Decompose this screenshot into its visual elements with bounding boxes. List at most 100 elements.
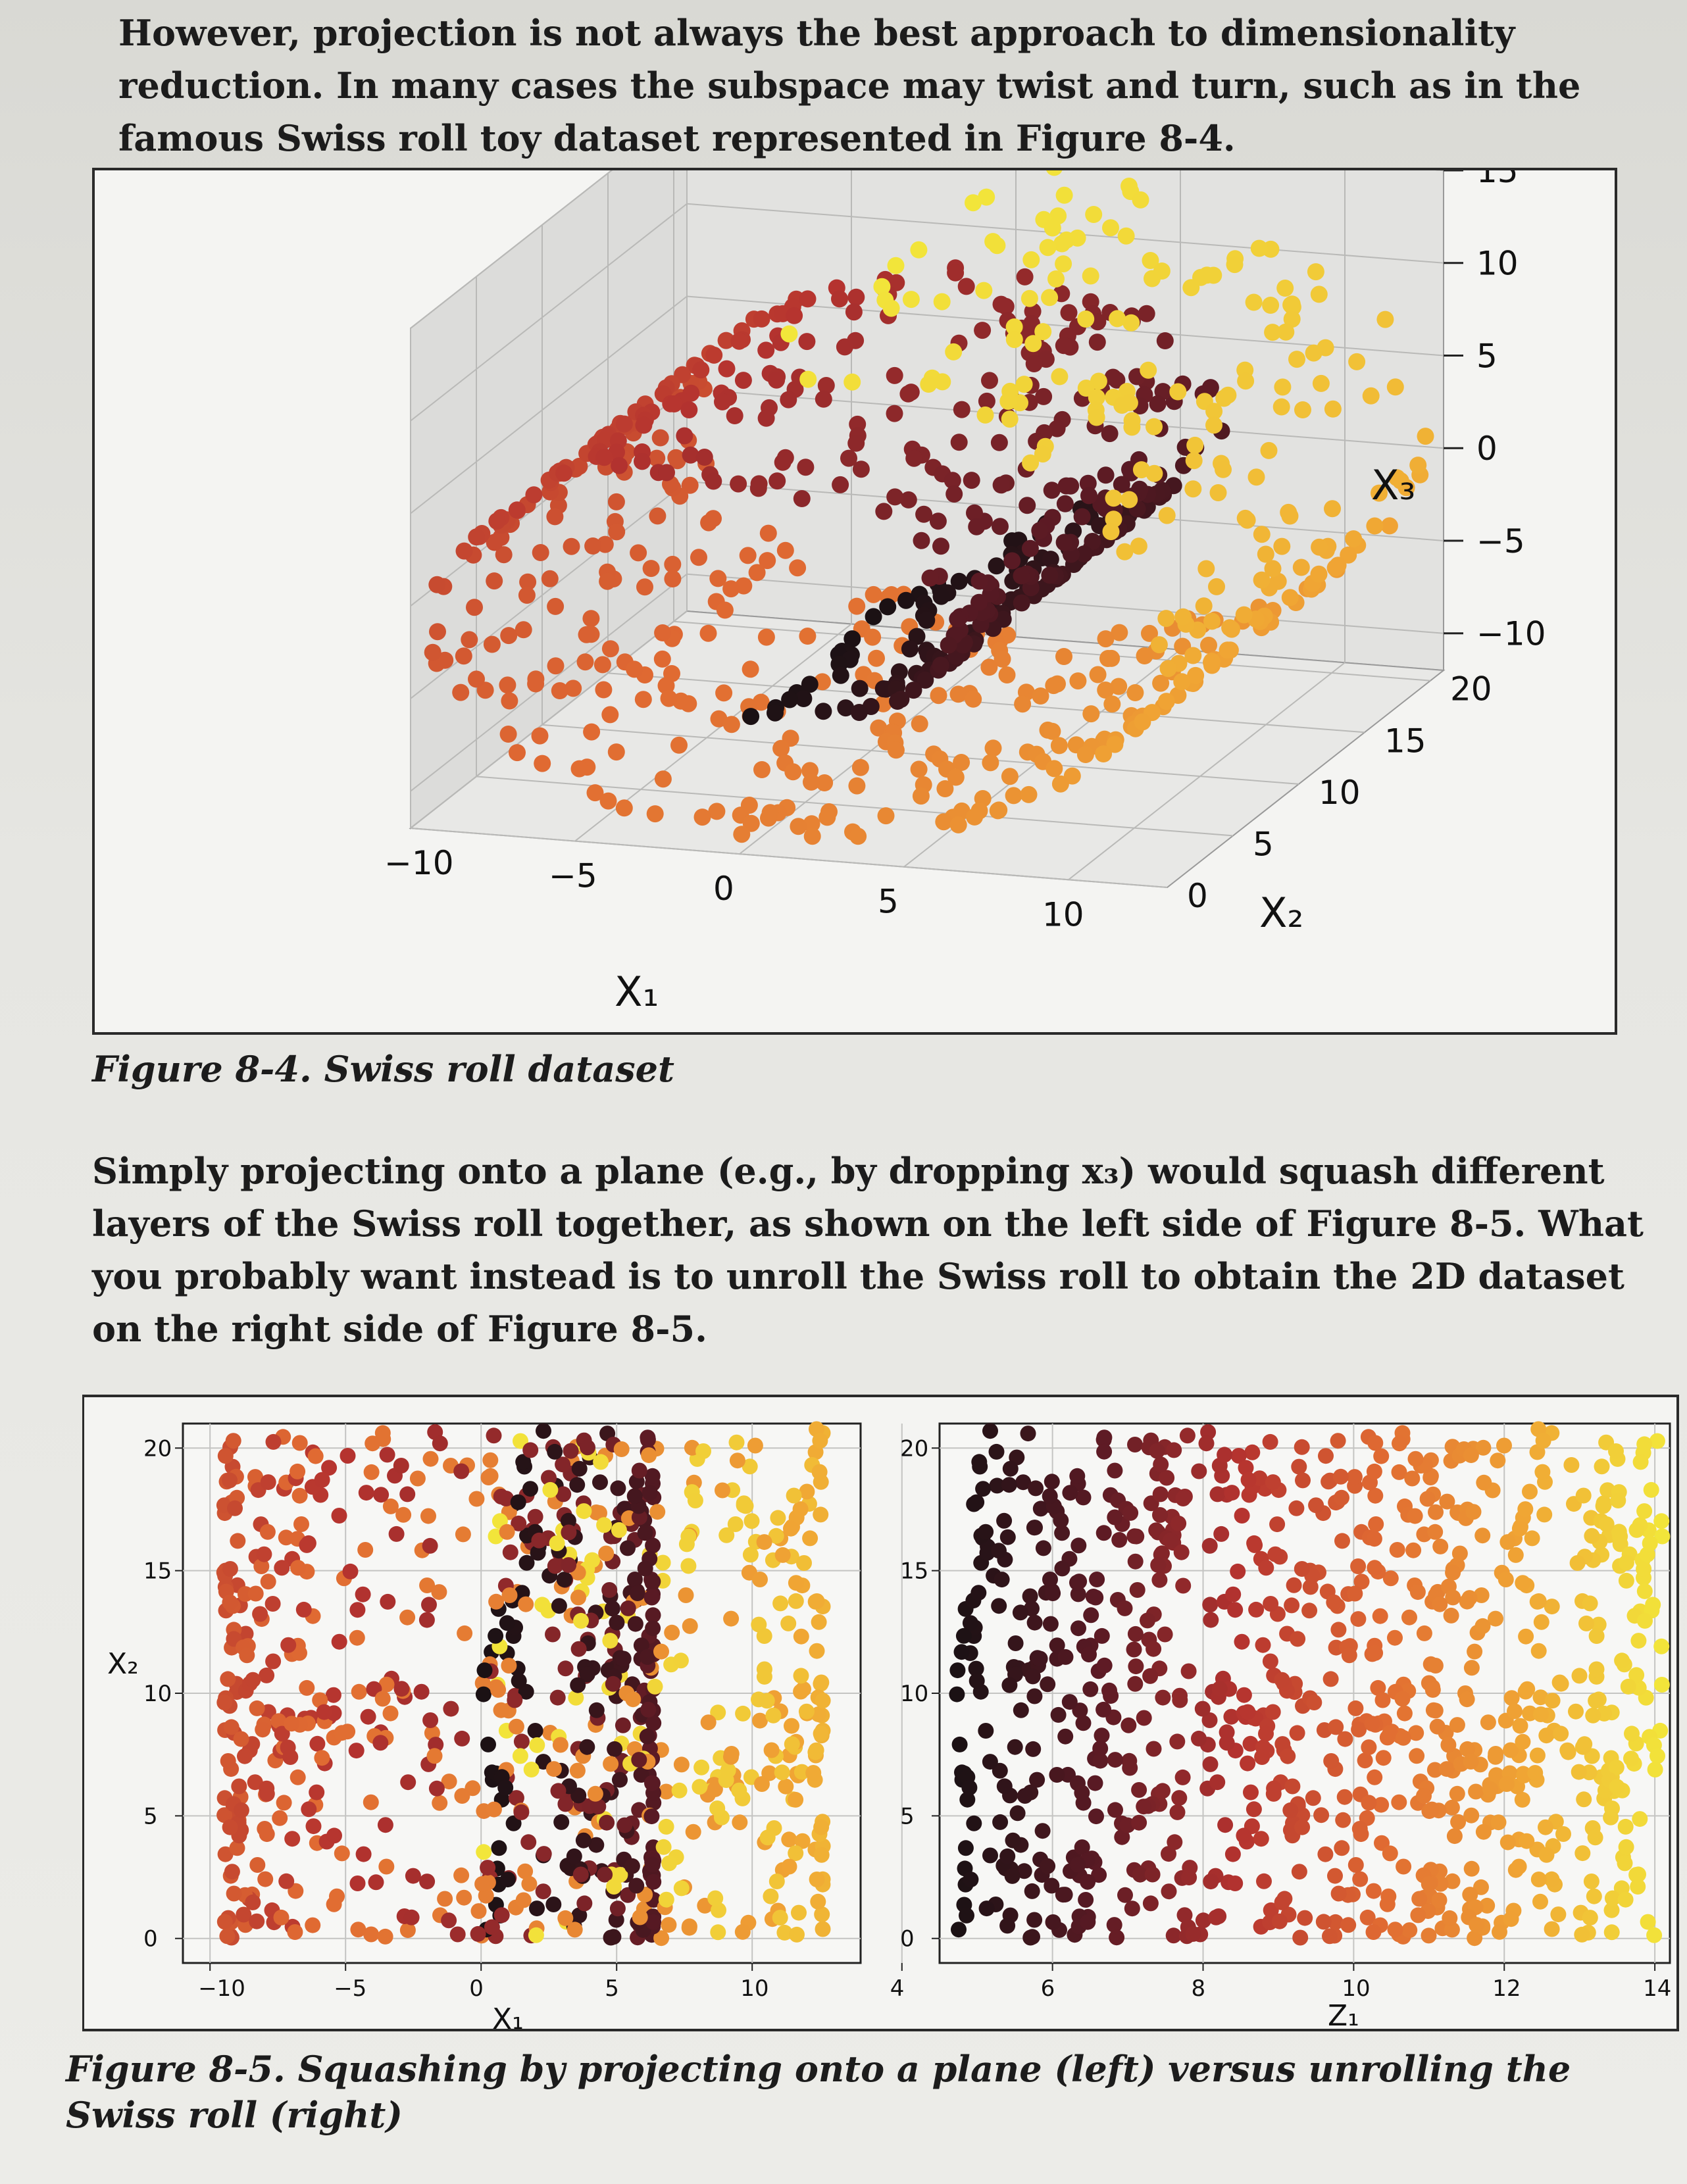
data-point — [756, 1661, 772, 1677]
data-point-3d — [934, 373, 951, 391]
data-point — [1286, 1577, 1302, 1593]
data-point — [1101, 1682, 1117, 1699]
data-point — [1142, 1895, 1159, 1912]
data-point-3d — [994, 650, 1011, 668]
data-point — [284, 1716, 300, 1732]
data-point — [627, 1616, 643, 1632]
data-point — [291, 1645, 307, 1661]
data-point-3d — [1136, 647, 1153, 664]
data-point-3d — [452, 683, 470, 701]
data-point — [1121, 1752, 1138, 1769]
data-point-3d — [1132, 191, 1149, 209]
data-point — [1054, 1560, 1070, 1577]
data-point-3d — [1215, 460, 1232, 478]
data-point — [645, 1715, 662, 1731]
data-point — [672, 1652, 689, 1669]
data-point — [522, 1481, 538, 1497]
data-point-3d — [910, 241, 928, 259]
data-point-3d — [705, 346, 723, 364]
data-point-3d — [1077, 310, 1095, 328]
data-point-3d — [1221, 619, 1239, 637]
data-point — [284, 1831, 301, 1847]
data-point-3d — [509, 744, 526, 762]
data-point-3d — [978, 392, 995, 410]
data-point — [1479, 1897, 1496, 1914]
data-point-3d — [1060, 304, 1078, 322]
data-point — [598, 1545, 615, 1562]
data-point — [219, 1928, 236, 1945]
data-point — [441, 1912, 457, 1929]
data-point — [1087, 1775, 1103, 1791]
data-point — [1171, 1515, 1187, 1531]
data-point — [788, 1791, 804, 1808]
data-point — [249, 1700, 265, 1716]
data-point — [536, 1423, 551, 1439]
data-point — [1009, 1805, 1026, 1822]
data-point — [374, 1691, 391, 1707]
z-tick-label-3d: 0 — [1476, 430, 1498, 468]
data-point-3d — [816, 774, 834, 791]
data-point — [793, 1668, 809, 1684]
x-tick-label-3d: −5 — [549, 857, 597, 895]
data-point-3d — [1141, 624, 1158, 642]
data-point — [422, 1712, 439, 1728]
data-point-3d — [615, 415, 633, 433]
data-point — [653, 1930, 670, 1947]
data-point — [1532, 1893, 1548, 1910]
data-point — [510, 1494, 526, 1510]
data-point — [1604, 1800, 1620, 1816]
data-point — [1128, 1528, 1145, 1545]
data-point — [1499, 1534, 1516, 1551]
data-point — [1519, 1833, 1535, 1849]
data-point — [1015, 1474, 1032, 1491]
data-point — [774, 1547, 791, 1563]
data-point — [474, 1876, 491, 1892]
data-point-3d — [947, 768, 965, 786]
data-point — [793, 1628, 809, 1645]
data-point — [610, 1480, 626, 1497]
data-point — [1624, 1725, 1640, 1742]
paragraph-projection: Simply projecting onto a plane (e.g., by… — [92, 1150, 1644, 1350]
data-point — [1114, 1829, 1130, 1845]
data-point-3d — [1326, 559, 1344, 577]
data-point — [1328, 1719, 1344, 1735]
data-point-3d — [1101, 425, 1119, 443]
data-point — [633, 1767, 649, 1783]
data-point — [264, 1596, 281, 1612]
data-point — [812, 1433, 828, 1449]
data-point-3d — [780, 391, 797, 409]
data-point — [1574, 1926, 1590, 1943]
data-point-3d — [1203, 653, 1221, 670]
data-point — [1258, 1560, 1274, 1576]
data-point-3d — [658, 464, 675, 482]
data-point-3d — [1025, 355, 1043, 372]
data-point — [1001, 1477, 1017, 1493]
data-point — [1180, 1663, 1197, 1679]
data-point — [1088, 1808, 1104, 1825]
figure-8-4-caption: Figure 8-4. Swiss roll dataset — [92, 1048, 674, 1090]
data-point — [476, 1844, 492, 1860]
data-point-3d — [1182, 279, 1200, 297]
data-point — [518, 1554, 535, 1571]
data-point — [1224, 1846, 1241, 1862]
data-point — [599, 1814, 615, 1831]
data-point — [1630, 1879, 1646, 1895]
data-point — [1078, 1892, 1094, 1908]
data-point — [1127, 1437, 1143, 1452]
data-point — [1533, 1614, 1549, 1630]
data-point — [553, 1814, 570, 1830]
data-point-3d — [1103, 649, 1120, 667]
data-point — [1070, 1537, 1087, 1554]
data-point-3d — [950, 572, 968, 590]
data-point — [1391, 1794, 1407, 1810]
data-point-3d — [461, 631, 478, 649]
data-point-3d — [1080, 487, 1097, 505]
data-point-3d — [1092, 495, 1110, 513]
data-point — [768, 1527, 784, 1544]
data-point — [1111, 1531, 1128, 1548]
x-axis-label-3d: X₁ — [615, 968, 659, 1016]
data-point-3d — [848, 597, 866, 615]
data-point — [788, 1845, 804, 1862]
data-point — [1424, 1801, 1440, 1818]
data-point-3d — [1245, 293, 1263, 311]
